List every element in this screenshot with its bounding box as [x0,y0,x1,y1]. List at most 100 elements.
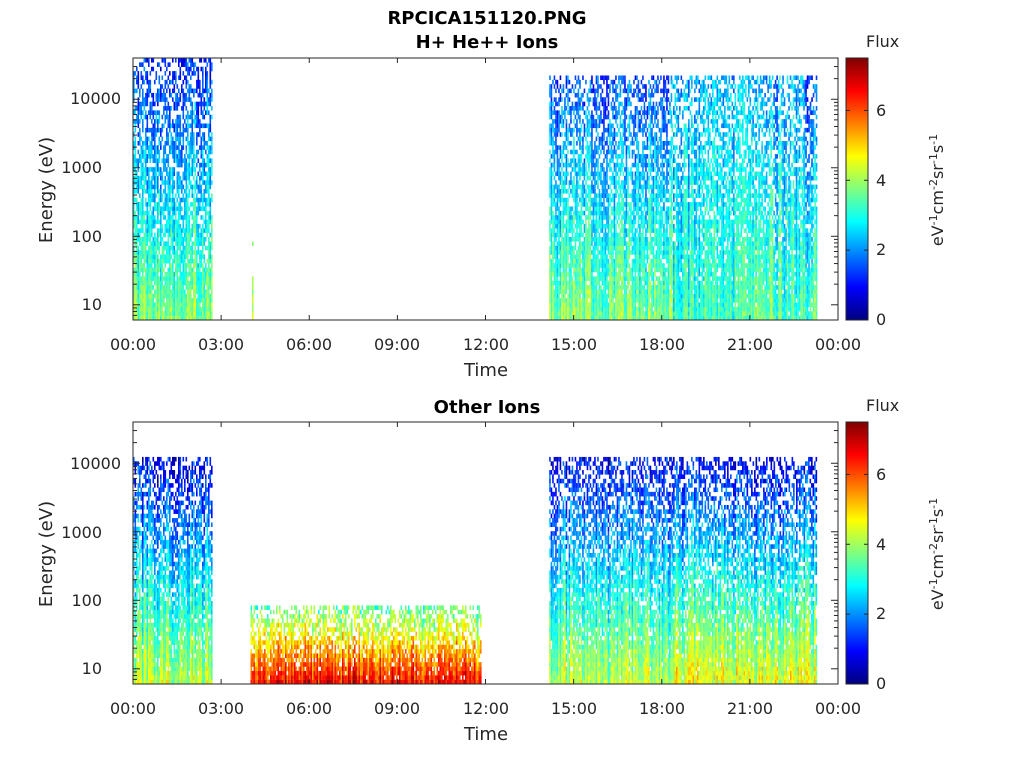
flux-cell [189,193,191,198]
flux-cell [609,198,611,203]
flux-cell [549,89,551,94]
flux-cell [582,202,584,207]
flux-cell [578,110,580,115]
flux-cell [567,89,569,94]
flux-cell [570,276,572,281]
flux-cell [154,250,156,255]
flux-cell [198,189,200,194]
flux-cell [172,246,174,251]
flux-cell [205,124,207,129]
flux-cell [202,233,204,238]
flux-cell [569,97,571,102]
flux-cell [596,281,598,286]
flux-cell [636,263,638,268]
flux-cell [612,84,614,89]
flux-cell [208,185,210,190]
flux-cell [156,128,158,133]
flux-cell [594,89,596,94]
panel-top: 10 100 1000 10000 00:00 03:00 06:00 09:0… [36,58,861,381]
flux-cell [187,311,189,316]
flux-cell [566,132,568,137]
flux-cell [193,62,195,67]
flux-cell [201,198,203,203]
flux-cell [566,119,568,124]
flux-cell [561,185,563,190]
flux-cell [602,276,604,281]
flux-cell [166,220,168,225]
flux-cell [626,198,628,203]
flux-cell [169,193,171,198]
flux-cell [576,237,578,242]
flux-cell [557,228,559,233]
flux-cell [629,119,631,124]
flux-cell [612,97,614,102]
flux-cell [551,276,553,281]
flux-cell [617,241,619,246]
flux-cell [599,237,601,242]
flux-cell [587,276,589,281]
flux-cell [611,145,613,150]
flux-cell [202,132,204,137]
flux-cell [560,172,562,177]
flux-cell [139,281,141,286]
flux-cell [177,289,179,294]
flux-cell [635,233,637,238]
flux-cell [645,163,647,168]
flux-cell [211,241,213,246]
flux-cell [632,294,634,299]
flux-cell [172,176,174,181]
flux-cell [135,150,137,155]
flux-cell [174,250,176,255]
flux-cell [635,263,637,268]
flux-cell [597,176,599,181]
flux-cell [585,224,587,229]
flux-cell [624,298,626,303]
flux-cell [154,145,156,150]
flux-cell [154,124,156,129]
flux-cell [192,106,194,111]
flux-cell [184,307,186,312]
flux-cell [551,281,553,286]
flux-cell [549,276,551,281]
flux-cell [177,132,179,137]
flux-cell [193,132,195,137]
flux-cell [581,211,583,216]
flux-cell [635,237,637,242]
flux-cell [633,276,635,281]
flux-cell [549,289,551,294]
flux-cell [629,246,631,251]
flux-cell [599,241,601,246]
flux-cell [624,289,626,294]
flux-cell [192,141,194,146]
flux-cell [196,224,198,229]
flux-cell [172,259,174,264]
flux-cell [581,154,583,159]
flux-cell [639,198,641,203]
flux-cell [555,224,557,229]
flux-cell [621,281,623,286]
flux-cell [142,80,144,85]
flux-cell [635,250,637,255]
flux-cell [623,106,625,111]
flux-cell [575,167,577,172]
flux-cell [210,198,212,203]
flux-cell [578,289,580,294]
flux-cell [178,185,180,190]
flux-cell [606,75,608,80]
flux-cell [148,220,150,225]
flux-cell [551,237,553,242]
flux-cell [148,180,150,185]
flux-cell [566,307,568,312]
flux-cell [636,163,638,168]
flux-cell [567,110,569,115]
flux-cell [599,106,601,111]
flux-cell [555,307,557,312]
flux-cell [165,80,167,85]
flux-cell [566,268,568,273]
flux-cell [172,71,174,76]
flux-cell [186,137,188,142]
flux-cell [603,276,605,281]
flux-cell [189,250,191,255]
flux-cell [579,255,581,260]
flux-cell [150,220,152,225]
